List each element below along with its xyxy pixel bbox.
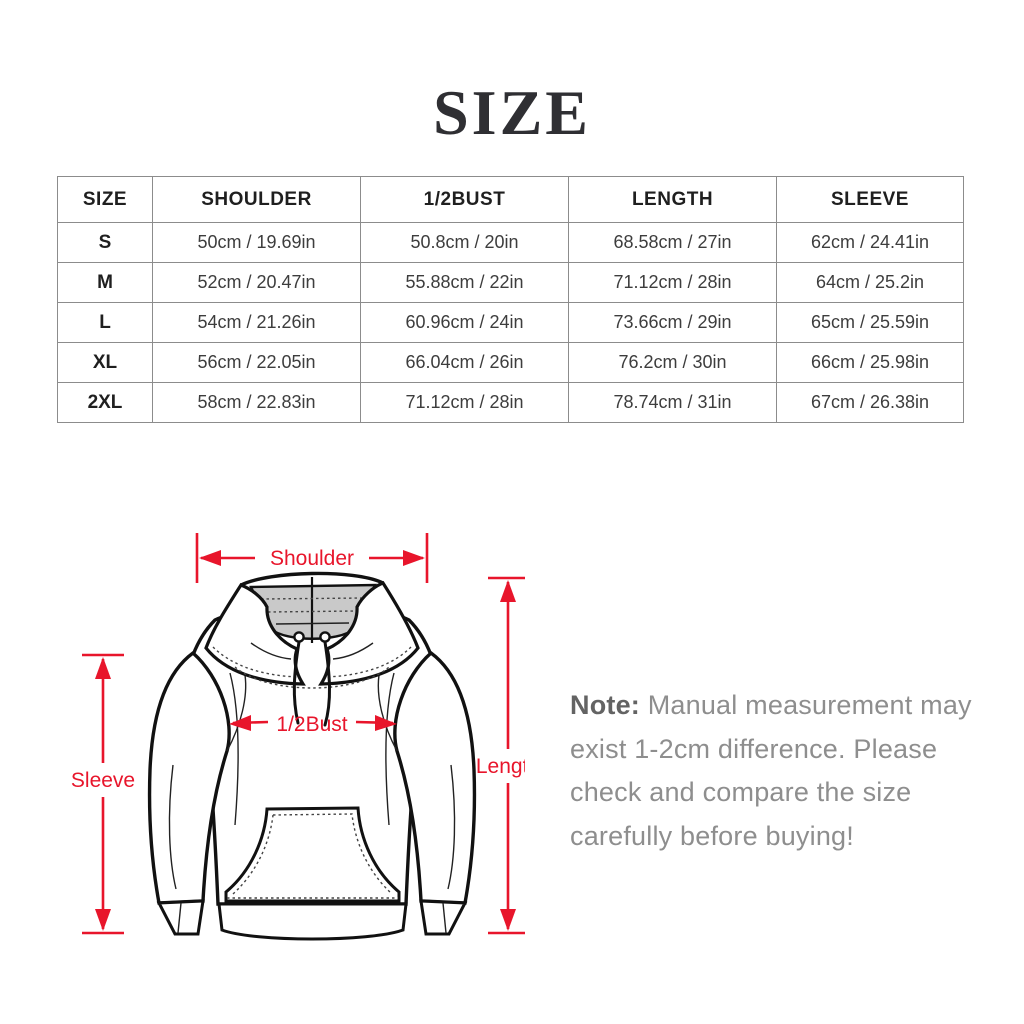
table-row-2xl: 2XL 58cm / 22.83in 71.12cm / 28in 78.74c… xyxy=(57,382,964,423)
dimension-arrows: Shoulder Sleeve Length xyxy=(71,533,525,935)
value-cell: 68.58cm / 27in xyxy=(568,222,777,263)
bust-label: 1/2Bust xyxy=(276,713,347,736)
value-cell: 54cm / 21.26in xyxy=(152,302,361,343)
value-cell: 58cm / 22.83in xyxy=(152,382,361,423)
hood-lining-stitch-2 xyxy=(267,610,358,613)
table-row-l: L 54cm / 21.26in 60.96cm / 24in 73.66cm … xyxy=(57,302,964,343)
collar-stitch-right xyxy=(324,646,412,678)
size-cell: XL xyxy=(57,342,153,383)
bust-arrowhead-right xyxy=(375,715,397,731)
value-cell: 55.88cm / 22in xyxy=(360,262,569,303)
hood-fold-crease-left xyxy=(250,642,292,660)
right-cuff-rib xyxy=(442,902,447,934)
sleeve-label: Sleeve xyxy=(71,769,135,792)
shoulder-extension-lines xyxy=(195,533,429,583)
hoodie-measurement-diagram: Shoulder Sleeve Length xyxy=(71,533,525,941)
value-cell: 64cm / 25.2in xyxy=(776,262,964,303)
body-seam-right xyxy=(385,672,395,826)
value-cell: 78.74cm / 31in xyxy=(568,382,777,423)
right-cuff xyxy=(419,899,468,936)
note-text: Note: Manual measurement may exist 1-2cm… xyxy=(570,684,982,859)
bust-arrowhead-left xyxy=(229,715,251,731)
header-cell-shoulder: SHOULDER xyxy=(152,176,361,223)
right-drawstring xyxy=(323,640,331,727)
sleeve-extension-lines xyxy=(82,653,124,935)
kangaroo-pocket xyxy=(224,806,401,903)
hood-fold-right xyxy=(318,581,420,686)
value-cell: 66cm / 25.98in xyxy=(776,342,964,383)
right-eyelet xyxy=(319,631,331,643)
note-prefix: Note: xyxy=(570,690,640,720)
left-cuff-rib xyxy=(177,902,182,934)
armhole-seam-left xyxy=(226,674,247,752)
shoulder-arrowhead-right xyxy=(403,550,425,566)
shoulder-dimension: Shoulder xyxy=(195,533,429,583)
value-cell: 73.66cm / 29in xyxy=(568,302,777,343)
table-row-xl: XL 56cm / 22.05in 66.04cm / 26in 76.2cm … xyxy=(57,342,964,383)
size-cell: L xyxy=(57,302,153,343)
bust-dimension: 1/2Bust xyxy=(229,713,397,736)
left-eyelet xyxy=(293,631,305,643)
value-cell: 71.12cm / 28in xyxy=(360,382,569,423)
hood-fold-crease-right xyxy=(332,642,374,660)
hoodie-drawing xyxy=(147,571,477,941)
header-cell-sleeve: SLEEVE xyxy=(776,176,964,223)
armhole-seam-right xyxy=(377,674,398,752)
shoulder-arrowhead-left xyxy=(199,550,221,566)
page-title: SIZE xyxy=(433,77,591,148)
value-cell: 56cm / 22.05in xyxy=(152,342,361,383)
table-header-row: SIZE SHOULDER 1/2BUST LENGTH SLEEVE xyxy=(57,176,964,223)
value-cell: 76.2cm / 30in xyxy=(568,342,777,383)
hood-top-rim xyxy=(240,571,384,587)
sleeve-fold-left xyxy=(168,764,177,890)
header-cell-length: LENGTH xyxy=(568,176,777,223)
sleeve-dimension: Sleeve xyxy=(71,653,135,935)
sleeve-arrowhead-bottom xyxy=(95,909,111,931)
size-table: SIZE SHOULDER 1/2BUST LENGTH SLEEVE S 50… xyxy=(57,176,964,423)
table-row-m: M 52cm / 20.47in 55.88cm / 22in 71.12cm … xyxy=(57,262,964,303)
length-arrowhead-top xyxy=(500,580,516,602)
header-cell-size: SIZE xyxy=(57,176,153,223)
sleeve-arrowhead-top xyxy=(95,657,111,679)
size-cell: 2XL xyxy=(57,382,153,423)
table-row-s: S 50cm / 19.69in 50.8cm / 20in 68.58cm /… xyxy=(57,222,964,263)
value-cell: 71.12cm / 28in xyxy=(568,262,777,303)
waistband xyxy=(217,902,408,941)
value-cell: 67cm / 26.38in xyxy=(776,382,964,423)
value-cell: 62cm / 24.41in xyxy=(776,222,964,263)
hood-lining-seam xyxy=(275,622,350,625)
size-cell: M xyxy=(57,262,153,303)
body-seam-left xyxy=(229,672,239,826)
length-label: Length xyxy=(476,755,525,778)
size-cell: S xyxy=(57,222,153,263)
value-cell: 66.04cm / 26in xyxy=(360,342,569,383)
left-drawstring xyxy=(292,640,301,725)
shoulder-label: Shoulder xyxy=(270,547,354,570)
length-arrowhead-bottom xyxy=(500,909,516,931)
sleeve-fold-right xyxy=(447,764,456,890)
collar-stitch-left xyxy=(212,646,300,678)
hood-lining-stitch-1 xyxy=(260,597,365,600)
header-cell-bust: 1/2BUST xyxy=(360,176,569,223)
left-cuff xyxy=(156,899,205,936)
value-cell: 65cm / 25.59in xyxy=(776,302,964,343)
length-extension-lines xyxy=(488,576,525,935)
value-cell: 50.8cm / 20in xyxy=(360,222,569,263)
hood-fold-left xyxy=(204,583,306,686)
note-body: Manual measurement may exist 1-2cm diffe… xyxy=(570,690,972,852)
value-cell: 60.96cm / 24in xyxy=(360,302,569,343)
length-dimension: Length xyxy=(476,576,525,935)
value-cell: 52cm / 20.47in xyxy=(152,262,361,303)
value-cell: 50cm / 19.69in xyxy=(152,222,361,263)
